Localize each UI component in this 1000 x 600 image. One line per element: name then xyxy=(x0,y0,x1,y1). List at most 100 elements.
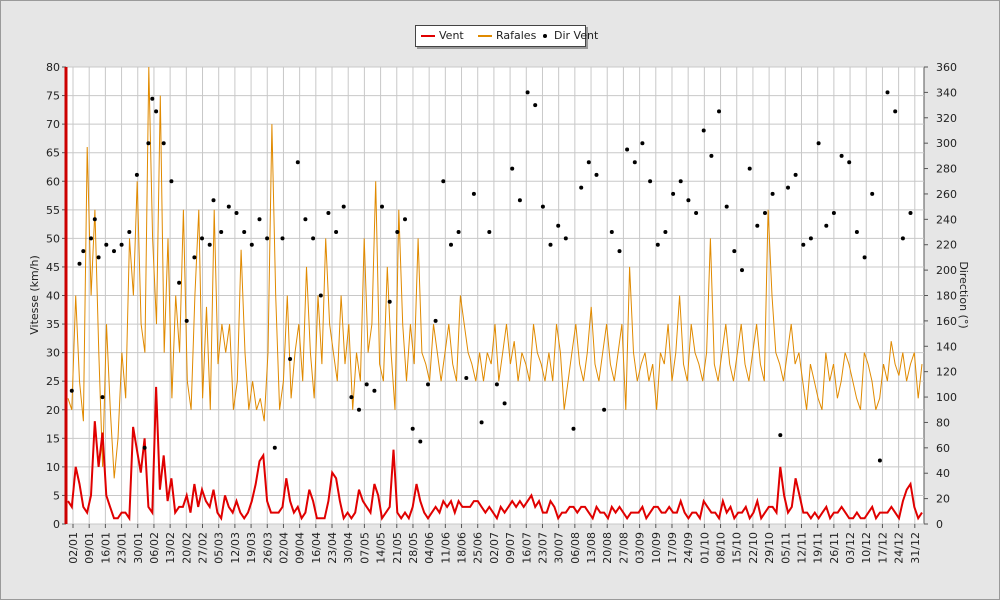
dir-vent-point xyxy=(127,230,132,234)
dir-vent-point xyxy=(471,191,476,196)
x-tick-label: 05/03 xyxy=(213,532,226,564)
x-tick-label: 13/08 xyxy=(585,532,598,564)
dir-vent-point xyxy=(847,160,852,165)
y-axis-left-label: Vitesse (km/h) xyxy=(28,255,41,335)
x-tick-label: 09/04 xyxy=(294,532,307,564)
dir-vent-point xyxy=(479,420,484,425)
dir-vent-point xyxy=(257,217,262,222)
dir-vent-point xyxy=(885,90,890,95)
dir-vent-point xyxy=(893,109,898,114)
dir-vent-point xyxy=(288,357,293,361)
y-tick-label: 20 xyxy=(46,404,60,417)
x-tick-label: 26/11 xyxy=(828,532,841,564)
dir-vent-point xyxy=(709,153,714,158)
x-tick-label: 15/10 xyxy=(731,532,744,564)
y2-tick-label: 340 xyxy=(936,86,957,99)
y2-tick-label: 200 xyxy=(936,264,957,277)
dir-vent-point xyxy=(648,179,653,184)
dir-vent-point xyxy=(502,401,507,406)
y-tick-label: 65 xyxy=(46,147,60,160)
x-tick-label: 02/04 xyxy=(277,532,290,564)
x-tick-label: 28/05 xyxy=(407,532,420,564)
dir-vent-point xyxy=(154,109,159,114)
x-tick-label: 06/08 xyxy=(569,532,582,564)
dir-vent-point xyxy=(732,249,737,254)
y2-tick-label: 40 xyxy=(936,467,950,480)
y-tick-label: 25 xyxy=(46,375,60,388)
y2-tick-label: 80 xyxy=(936,416,950,429)
x-tick-label: 17/12 xyxy=(876,532,889,564)
dir-vent-point xyxy=(341,204,346,209)
dir-vent-point xyxy=(146,141,151,146)
dir-vent-point xyxy=(778,433,783,438)
y2-tick-label: 140 xyxy=(936,340,957,353)
dir-vent-point xyxy=(701,128,706,133)
x-tick-label: 12/11 xyxy=(795,532,808,564)
legend-swatch-dir-vent xyxy=(543,34,547,38)
x-tick-label: 09/01 xyxy=(83,532,96,564)
dir-vent-point xyxy=(303,217,308,222)
x-tick-label: 27/02 xyxy=(197,532,210,564)
dir-vent-point xyxy=(441,179,446,184)
dir-vent-point xyxy=(150,96,155,101)
dir-vent-point xyxy=(510,166,515,171)
x-tick-label: 24/09 xyxy=(682,532,695,564)
dir-vent-point xyxy=(487,230,492,234)
y-tick-label: 10 xyxy=(46,461,60,474)
dir-vent-point xyxy=(456,230,461,234)
dir-vent-point xyxy=(349,395,354,400)
y-tick-label: 35 xyxy=(46,318,60,331)
dir-vent-point xyxy=(540,204,545,209)
dir-vent-point xyxy=(808,236,813,241)
y-axis-left: 0 5 10 15 20 25 30 35 40 45 50 55 60 65 70 75 80 xyxy=(46,61,66,531)
x-tick-label: 18/06 xyxy=(456,532,469,564)
legend-label-dir-vent: Dir Vent xyxy=(554,29,599,42)
dir-vent-point xyxy=(908,211,913,215)
y-tick-label: 15 xyxy=(46,432,60,445)
dir-vent-point xyxy=(625,147,630,152)
dir-vent-point xyxy=(801,242,806,247)
y2-tick-label: 280 xyxy=(936,163,957,176)
legend: Vent Rafales Dir Vent xyxy=(415,25,598,47)
dir-vent-point xyxy=(357,407,361,412)
x-tick-label: 21/05 xyxy=(391,532,404,564)
dir-vent-point xyxy=(556,223,561,228)
dir-vent-point xyxy=(81,249,86,254)
dir-vent-point xyxy=(177,280,182,285)
series-rafales-line xyxy=(67,66,923,479)
y2-tick-label: 120 xyxy=(936,366,957,379)
dir-vent-point xyxy=(594,172,599,177)
dir-vent-point xyxy=(142,445,147,450)
dir-vent-point xyxy=(877,458,882,463)
dir-vent-point xyxy=(372,388,377,393)
dir-vent-point xyxy=(816,141,821,146)
y-tick-label: 80 xyxy=(46,61,60,74)
dir-vent-point xyxy=(134,172,139,177)
x-tick-label: 24/12 xyxy=(893,532,906,564)
y-tick-label: 60 xyxy=(46,175,60,188)
dir-vent-point xyxy=(387,299,392,304)
dir-vent-point xyxy=(418,439,423,444)
dir-vent-point xyxy=(318,293,323,298)
y-tick-label: 0 xyxy=(53,518,60,531)
dir-vent-point xyxy=(839,153,844,158)
dir-vent-point xyxy=(862,255,867,260)
x-tick-label: 02/01 xyxy=(67,532,80,564)
x-tick-label: 10/12 xyxy=(860,532,873,564)
y2-tick-label: 0 xyxy=(936,518,943,531)
dir-vent-point xyxy=(755,223,760,228)
dir-vent-point xyxy=(207,242,212,247)
x-tick-label: 08/10 xyxy=(715,532,728,564)
dir-vent-point xyxy=(265,236,270,241)
dir-vent-point xyxy=(112,249,116,254)
dir-vent-point xyxy=(449,242,453,247)
y-tick-label: 30 xyxy=(46,347,60,360)
y2-tick-label: 260 xyxy=(936,188,957,201)
x-tick-label: 11/06 xyxy=(439,532,452,564)
dir-vent-point xyxy=(100,395,105,400)
y2-tick-label: 320 xyxy=(936,112,957,125)
y2-tick-label: 20 xyxy=(936,493,950,506)
x-tick-label: 19/03 xyxy=(245,532,258,564)
dir-vent-point xyxy=(295,160,300,165)
